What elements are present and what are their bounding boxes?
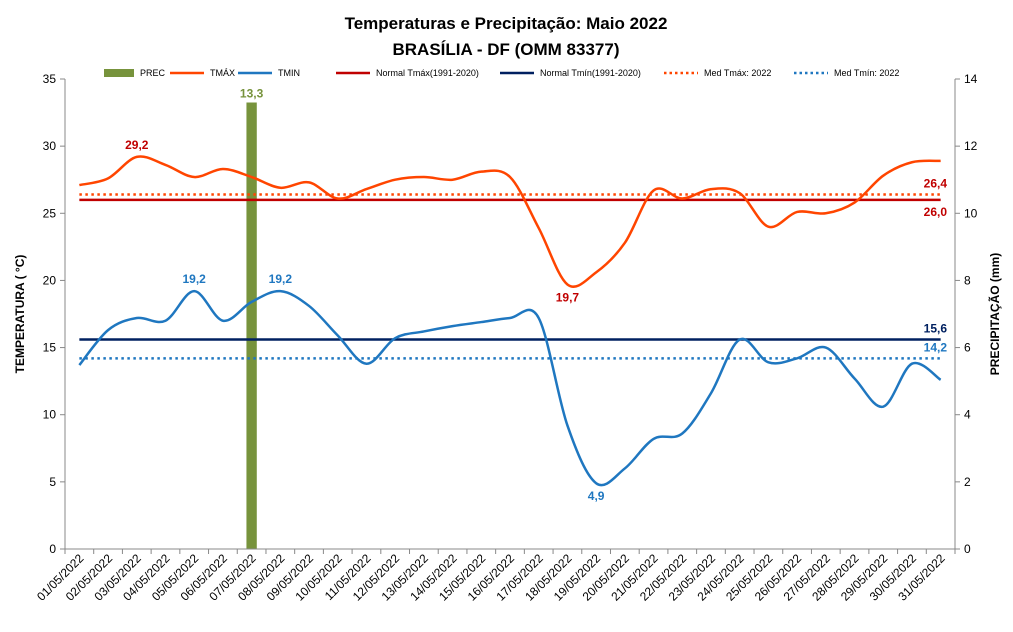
data-label: 14,2 [924, 340, 948, 354]
y-left-tick-label: 25 [43, 206, 57, 220]
y-right-tick-label: 10 [964, 206, 978, 220]
legend-label: TMÁX [210, 68, 235, 78]
data-label: 19,2 [183, 272, 207, 286]
legend-item: Normal Tmín(1991-2020) [500, 68, 641, 78]
y-left-tick-label: 20 [43, 273, 57, 287]
legend-item: TMÁX [170, 68, 235, 78]
data-label: 19,2 [269, 272, 293, 286]
series-line [79, 155, 941, 288]
series-line [78, 289, 942, 487]
data-label: 15,6 [924, 322, 948, 336]
chart-subtitle: BRASÍLIA - DF (OMM 83377) [392, 40, 619, 59]
y-right-tick-label: 4 [964, 408, 971, 422]
y-left-tick-label: 35 [43, 72, 57, 86]
legend-item: Med Tmín: 2022 [794, 68, 899, 78]
y-left-tick-label: 15 [43, 341, 57, 355]
data-label: 4,9 [588, 489, 605, 503]
legend-label: Normal Tmín(1991-2020) [540, 68, 641, 78]
data-label: 29,2 [125, 138, 149, 152]
y-right-tick-label: 14 [964, 72, 978, 86]
y-axis-right-label: PRECIPITAÇÃO (mm) [987, 253, 1002, 375]
y-left-tick-label: 5 [49, 475, 56, 489]
chart-title: Temperaturas e Precipitação: Maio 2022 [345, 14, 668, 33]
y-left-tick-label: 0 [49, 542, 56, 556]
legend-item: Med Tmáx: 2022 [664, 68, 771, 78]
reference-lines [79, 193, 941, 360]
y-left-tick-label: 10 [43, 408, 57, 422]
prec-bar [246, 102, 257, 549]
y-axis-left-label: TEMPERATURA ( °C) [13, 255, 27, 374]
y-right-tick-label: 8 [964, 273, 971, 287]
legend-label: Med Tmín: 2022 [834, 68, 899, 78]
y-right-tick-label: 6 [964, 341, 971, 355]
legend-label: Normal Tmáx(1991-2020) [376, 68, 479, 78]
legend-label: TMIN [278, 68, 300, 78]
data-label: 26,0 [924, 205, 948, 219]
legend-item: Normal Tmáx(1991-2020) [336, 68, 479, 78]
y-right-tick-label: 2 [964, 475, 971, 489]
data-label: 19,7 [556, 290, 580, 304]
legend-item: PREC [104, 68, 166, 78]
legend-label: Med Tmáx: 2022 [704, 68, 771, 78]
precipitation-bars [246, 102, 257, 549]
data-label: 13,3 [240, 87, 264, 101]
legend: PREC TMÁX TMIN Normal Tmáx(1991-2020) Normal… [104, 68, 899, 78]
data-label: 26,4 [924, 176, 948, 190]
annotations: 13,3 29,2 19,7 19,2 19,2 4,9 26,4 26,0 15,6 14,2 [125, 87, 947, 504]
y-right-tick-label: 12 [964, 139, 978, 153]
series-lines [78, 155, 942, 487]
legend-label: PREC [140, 68, 166, 78]
y-left-tick-label: 30 [43, 139, 57, 153]
y-right-tick-label: 0 [964, 542, 971, 556]
legend-item: TMIN [238, 68, 300, 78]
legend-swatch [104, 69, 134, 77]
